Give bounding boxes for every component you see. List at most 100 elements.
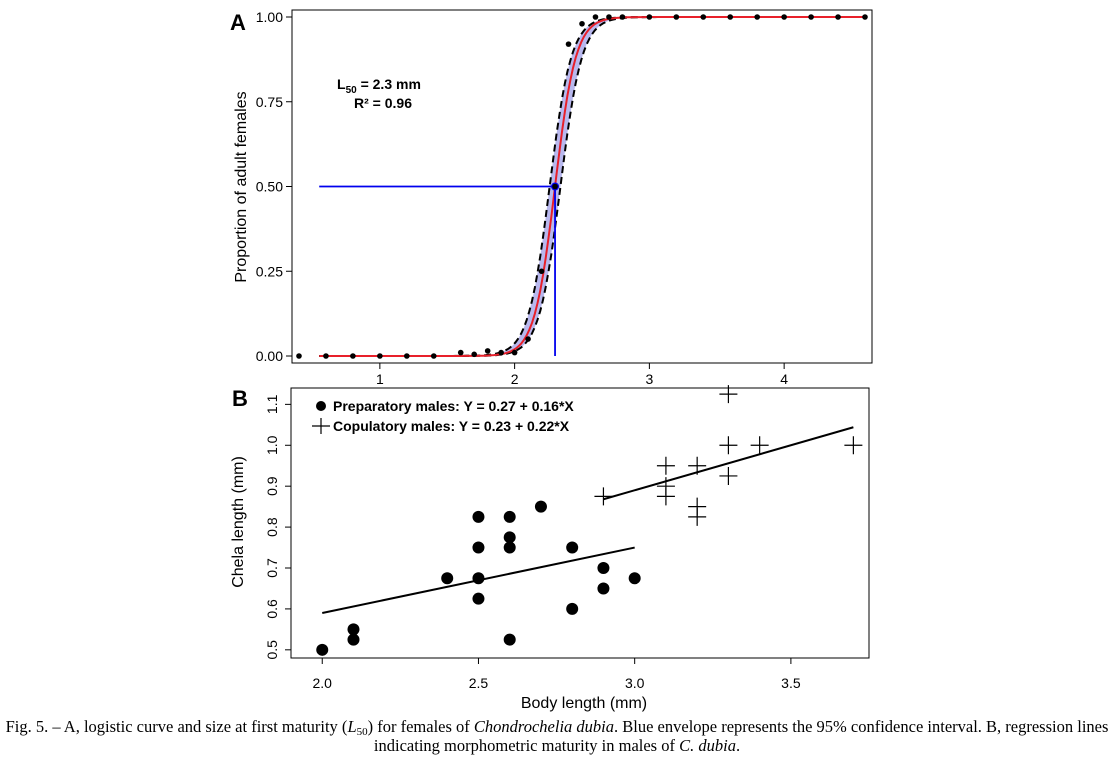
panel-a-y-axis: 0.00 0.25 0.50 0.75 1.00	[256, 9, 292, 364]
data-point	[606, 14, 612, 20]
panel-a-label: A	[230, 10, 246, 35]
preparatory-point	[347, 633, 360, 646]
data-point	[538, 268, 545, 275]
data-point	[592, 14, 599, 20]
r2-annotation: R² = 0.96	[354, 95, 412, 111]
panel-b-plot-frame	[290, 387, 870, 659]
y-tick-label: 1.0	[264, 435, 280, 455]
legend-plus-marker	[312, 418, 330, 434]
preparatory-point	[503, 541, 516, 554]
panel-b-x-axis-label: Body length (mm)	[521, 695, 647, 712]
x-tick-label: 3	[645, 371, 653, 387]
data-point	[673, 14, 680, 20]
x-tick-label: 2.0	[313, 675, 333, 691]
copulatory-point	[750, 436, 769, 455]
male-points	[316, 385, 863, 656]
data-point	[430, 353, 437, 359]
proportion-points	[296, 14, 868, 359]
copulatory-point	[719, 466, 738, 485]
data-point	[754, 14, 760, 20]
caption-l50-symbol: L	[347, 717, 357, 736]
y-tick-label: 0.6	[264, 599, 280, 619]
legend-circle-marker	[316, 401, 326, 411]
preparatory-point	[628, 572, 641, 585]
caption-text-1: ) for females of	[367, 717, 474, 736]
panel-a-x-axis: 1 2 3 4	[376, 363, 788, 387]
x-tick-label: 2.5	[469, 675, 489, 691]
copulatory-point	[594, 487, 613, 506]
preparatory-point	[597, 582, 610, 595]
figure-caption: Fig. 5. – A, logistic curve and size at …	[0, 717, 1114, 755]
caption-text-2: . Blue envelope represents the 95% confi…	[373, 717, 1109, 755]
copulatory-point	[719, 385, 738, 404]
y-tick-label: 0.9	[264, 476, 280, 496]
data-point	[498, 349, 504, 356]
caption-species-short: C. dubia	[679, 736, 736, 755]
l50-annotation: L50 = 2.3 mm	[337, 76, 421, 96]
copulatory-regression-line	[603, 426, 854, 501]
caption-prefix: Fig. 5. – A, logistic curve and size at …	[5, 717, 348, 736]
copulatory-point	[688, 456, 707, 475]
copulatory-point	[844, 436, 863, 455]
data-point	[350, 353, 356, 359]
preparatory-point	[472, 541, 485, 554]
logistic-curve-line	[319, 16, 865, 357]
preparatory-point	[472, 510, 485, 523]
preparatory-point	[472, 572, 485, 585]
data-point	[404, 353, 410, 359]
x-tick-label: 3.5	[781, 675, 801, 691]
preparatory-point	[597, 562, 610, 574]
preparatory-point	[441, 572, 454, 585]
data-point	[565, 41, 572, 47]
panel-b-y-axis: 0.5 0.6 0.7 0.8 0.9 1.0 1.1	[264, 394, 291, 660]
copulatory-point	[656, 456, 675, 475]
copulatory-point	[656, 487, 675, 506]
panel-b-y-axis-label: Chela length (mm)	[230, 456, 247, 588]
copulatory-point	[688, 507, 707, 526]
x-tick-label: 1	[376, 371, 384, 387]
regression-lines	[322, 426, 854, 614]
data-point	[835, 14, 841, 20]
data-point	[377, 353, 383, 359]
caption-l50-subscript: 50	[356, 726, 368, 738]
preparatory-point	[347, 623, 360, 636]
data-point	[727, 14, 734, 20]
data-point	[579, 20, 585, 27]
preparatory-point	[503, 633, 516, 646]
y-tick-label: 0.25	[256, 263, 283, 279]
preparatory-point	[566, 602, 579, 615]
caption-end: .	[735, 736, 741, 755]
data-point	[808, 14, 814, 20]
data-point	[323, 353, 329, 359]
panel-a-y-axis-label: Proportion of adult females	[233, 91, 250, 282]
data-point	[646, 14, 653, 20]
preparatory-point	[503, 510, 516, 523]
preparatory-point	[534, 500, 547, 513]
preparatory-point	[566, 541, 579, 554]
y-tick-label: 0.50	[256, 179, 283, 195]
legend-entry-preparatory: Preparatory males: Y = 0.27 + 0.16*X	[333, 398, 574, 414]
x-tick-label: 2	[511, 371, 519, 387]
data-point	[457, 349, 464, 356]
preparatory-point	[503, 531, 516, 544]
y-tick-label: 0.75	[256, 94, 283, 110]
data-point	[781, 14, 787, 20]
data-point	[511, 349, 518, 356]
data-point	[552, 183, 558, 190]
panel-a: A 1 2 3 4 0.00 0.25 0.50 0.75 1.00 Proportion o…	[230, 9, 873, 387]
figure: A 1 2 3 4 0.00 0.25 0.50 0.75 1.00 Proportion o…	[230, 9, 873, 712]
data-point	[700, 14, 707, 20]
copulatory-point	[719, 436, 738, 455]
y-tick-label: 0.7	[264, 558, 280, 578]
y-tick-label: 0.8	[264, 517, 280, 537]
data-point	[525, 336, 531, 342]
y-tick-label: 0.5	[264, 640, 280, 660]
data-point	[296, 353, 302, 359]
panel-b-x-axis: 2.0 2.5 3.0 3.5	[313, 658, 801, 691]
x-tick-label: 3.0	[625, 675, 645, 691]
x-tick-label: 4	[780, 371, 788, 387]
logistic-curve	[319, 16, 865, 357]
y-tick-label: 1.00	[256, 9, 283, 25]
data-point	[471, 351, 477, 358]
data-point	[484, 348, 491, 354]
